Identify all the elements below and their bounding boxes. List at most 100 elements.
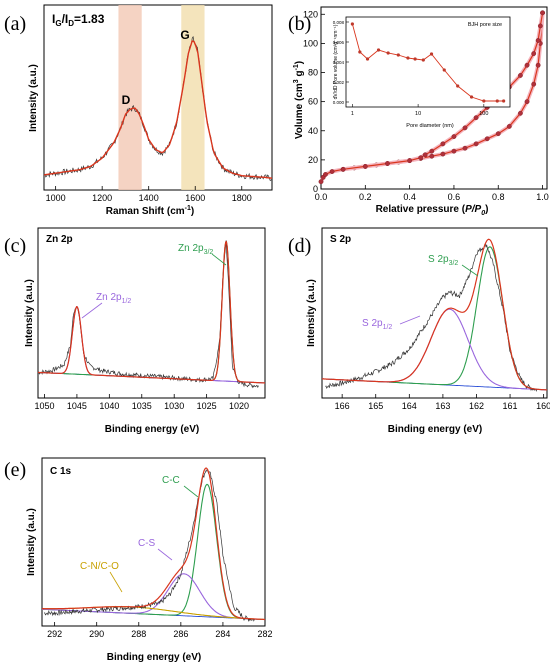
panel-b-ytick-label: 100 [303,38,318,48]
inset-point [495,99,499,103]
isotherm-point [462,125,468,131]
inset-ylabel: dV/dD Pore volume (cm³g⁻¹nm⁻¹) [333,24,339,99]
panel-b-xlabel: Relative pressure (P/P0) [376,204,489,217]
c-c-pointer [183,485,199,498]
inset-ytick-label: 0.000 [333,100,345,105]
panel-b-ytick-label: 120 [303,9,318,19]
panel-a-ratio-annotation: IG/ID=1.83 [52,12,105,28]
inset-ytick-label: 0.002 [333,80,345,85]
inset-line [351,23,504,102]
panel-d-spectrum [322,238,547,392]
panel-d-xtick-label: 163 [435,401,450,411]
isotherm-point [495,131,501,137]
panel-c-xtick-label: 1030 [164,401,184,411]
isotherm-point [429,148,435,154]
panel-b-axes: 0.0 0.2 0.4 0.6 0.8 1.0 0 20 40 60 80 100 120 [303,9,549,202]
isotherm-point [440,151,446,157]
panel-a-xtick-label: 1400 [139,193,159,203]
panel-d-xtick-label: 162 [469,401,484,411]
panel-c-xtick-label: 1035 [132,401,152,411]
inset-ytick-label: 0.008 [333,20,345,25]
panel-d-ylabel: Intensity (a.u.) [306,279,317,347]
inset-pore-size: 1 10 100 0.000 0.002 0.004 0.006 0.008 [333,20,506,117]
panel-e-xlabel: Binding energy (eV) [107,652,201,663]
panel-c-xlabel: Binding energy (eV) [105,424,199,435]
inset-point [429,52,434,56]
isotherm-point [535,38,541,43]
isotherm-point [318,179,324,185]
panel-a-spectrum [43,35,273,182]
isotherm-point [535,62,541,68]
panel-b-xtick-label: 1.0 [536,192,549,202]
inset-point [502,99,506,103]
raman-fit-line [43,39,273,179]
panel-b-xtick-label: 0.8 [492,192,505,202]
panel-c-label: (c) [4,235,26,257]
panel-b-xtick-label: 0.0 [315,192,328,202]
panel-b-label: (b) [288,13,311,35]
c-c-peak [42,483,265,621]
s-2p32-label: S 2p3/2 [428,254,458,267]
panel-a-xtick-label: 1800 [232,193,252,203]
inset-frame [345,16,511,108]
inset-point [421,58,425,62]
inset-xtick-label: 10 [415,111,421,117]
inset-point [482,99,486,103]
panel-d-frame [321,227,548,399]
inset-point [365,57,370,61]
inset-xtick-label: 100 [479,111,488,117]
panel-e-xtick-label: 290 [89,629,104,639]
panel-b-ytick-label: 60 [308,97,318,107]
isotherm-point [329,169,335,174]
raman-raw-line [43,35,273,182]
panel-a-label: (a) [4,13,26,35]
panel-e-xtick-label: 288 [131,629,146,639]
isotherm-point [484,136,490,142]
inset-point [456,84,460,88]
panel-d-xtick-label: 166 [335,401,350,411]
panel-a-frame [43,4,273,191]
s-2p32-peak [322,246,547,391]
panel-e-frame [41,457,266,627]
panel-a-xtick-label: 1000 [46,193,66,203]
zn-2p12-pointer [81,302,103,319]
isotherm-point [506,123,512,129]
c-s-pointer [157,548,173,561]
isotherm-point [540,10,545,16]
isotherm-point [473,115,479,121]
panel-a-xtick-label: 1200 [92,193,112,203]
inset-point [358,50,362,54]
isotherm-point [451,148,457,154]
panel-e-spectrum [42,467,265,623]
inset-point [442,68,446,72]
isotherm-point [518,110,523,116]
isotherm-point [518,73,523,78]
panel-a-ylabel: Intensity (a.u.) [28,64,39,132]
panel-c-envelope-line [37,240,266,384]
panel-d-xtick-label: 160 [536,401,550,411]
isotherm-point [440,141,446,147]
d-band-label: D [122,93,131,107]
isotherm-point [531,81,537,87]
panel-c-ylabel: Intensity (a.u.) [24,279,35,347]
panel-d-xtick-label: 165 [368,401,383,411]
isotherm-point [524,99,530,105]
isotherm-point [340,166,346,172]
panel-e-ylabel: Intensity (a.u.) [26,508,37,576]
isotherm-point [531,51,537,56]
inset-ytick-label: 0.006 [333,40,345,45]
g-band-highlight [181,5,205,190]
isotherm-point [537,23,543,29]
panel-c-axes: 1050 1045 1040 1035 1030 1025 1020 [34,394,249,411]
g-band-label: G [180,28,189,42]
panel-b-ylabel: Volume (cm3 g-1) [293,61,305,139]
panel-d-envelope-line [322,238,547,391]
panel-e-title: C 1s [50,466,72,477]
panel-b-ytick-label: 40 [308,126,318,136]
isotherm-point [422,152,428,158]
panel-d-axes: 166 165 164 163 162 161 160 [335,394,550,411]
d-band-highlight [118,5,142,190]
panel-c-raw-line [37,240,259,389]
isotherm-point [473,141,479,147]
